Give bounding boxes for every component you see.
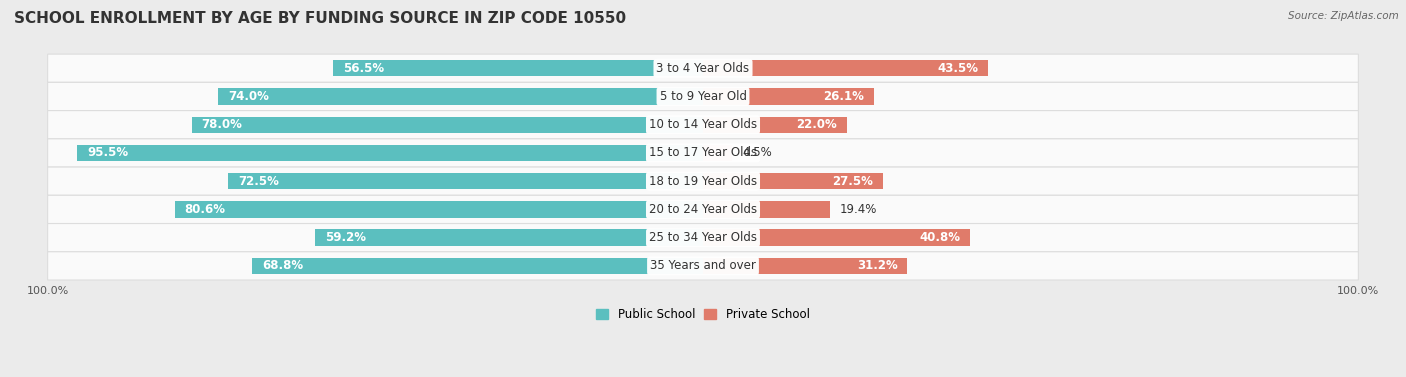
- FancyBboxPatch shape: [48, 110, 1358, 139]
- Text: 15 to 17 Year Olds: 15 to 17 Year Olds: [650, 146, 756, 159]
- FancyBboxPatch shape: [48, 195, 1358, 224]
- Bar: [703, 230, 970, 246]
- FancyBboxPatch shape: [48, 54, 1358, 82]
- FancyBboxPatch shape: [48, 139, 1358, 167]
- Text: 31.2%: 31.2%: [856, 259, 897, 273]
- Legend: Public School, Private School: Public School, Private School: [592, 303, 814, 326]
- FancyBboxPatch shape: [48, 252, 1358, 280]
- Text: 4.5%: 4.5%: [742, 146, 772, 159]
- Bar: [77, 145, 703, 161]
- Text: 59.2%: 59.2%: [325, 231, 366, 244]
- Text: 43.5%: 43.5%: [938, 62, 979, 75]
- Bar: [228, 173, 703, 189]
- Text: 18 to 19 Year Olds: 18 to 19 Year Olds: [650, 175, 756, 188]
- Text: 20 to 24 Year Olds: 20 to 24 Year Olds: [650, 203, 756, 216]
- Text: 80.6%: 80.6%: [184, 203, 226, 216]
- Bar: [703, 145, 733, 161]
- Bar: [315, 230, 703, 246]
- Text: 72.5%: 72.5%: [238, 175, 278, 188]
- Bar: [174, 201, 703, 218]
- Text: 25 to 34 Year Olds: 25 to 34 Year Olds: [650, 231, 756, 244]
- Bar: [252, 258, 703, 274]
- Bar: [703, 116, 848, 133]
- Text: 95.5%: 95.5%: [87, 146, 128, 159]
- Text: 5 to 9 Year Old: 5 to 9 Year Old: [659, 90, 747, 103]
- Text: 19.4%: 19.4%: [839, 203, 877, 216]
- Text: 35 Years and over: 35 Years and over: [650, 259, 756, 273]
- Text: 10 to 14 Year Olds: 10 to 14 Year Olds: [650, 118, 756, 131]
- Text: 78.0%: 78.0%: [201, 118, 243, 131]
- Text: 56.5%: 56.5%: [343, 62, 384, 75]
- Bar: [703, 173, 883, 189]
- FancyBboxPatch shape: [48, 224, 1358, 252]
- Text: 27.5%: 27.5%: [832, 175, 873, 188]
- Text: 68.8%: 68.8%: [262, 259, 304, 273]
- Bar: [703, 258, 907, 274]
- Text: 3 to 4 Year Olds: 3 to 4 Year Olds: [657, 62, 749, 75]
- Text: 74.0%: 74.0%: [228, 90, 269, 103]
- Bar: [703, 60, 988, 77]
- Bar: [703, 201, 830, 218]
- Text: SCHOOL ENROLLMENT BY AGE BY FUNDING SOURCE IN ZIP CODE 10550: SCHOOL ENROLLMENT BY AGE BY FUNDING SOUR…: [14, 11, 626, 26]
- Bar: [703, 88, 875, 105]
- Bar: [333, 60, 703, 77]
- Text: 40.8%: 40.8%: [920, 231, 960, 244]
- FancyBboxPatch shape: [48, 82, 1358, 110]
- Text: 26.1%: 26.1%: [824, 90, 865, 103]
- Text: Source: ZipAtlas.com: Source: ZipAtlas.com: [1288, 11, 1399, 21]
- Bar: [191, 116, 703, 133]
- FancyBboxPatch shape: [48, 167, 1358, 195]
- Bar: [218, 88, 703, 105]
- Text: 22.0%: 22.0%: [797, 118, 838, 131]
